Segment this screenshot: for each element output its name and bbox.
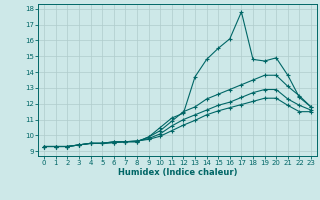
X-axis label: Humidex (Indice chaleur): Humidex (Indice chaleur) xyxy=(118,168,237,177)
